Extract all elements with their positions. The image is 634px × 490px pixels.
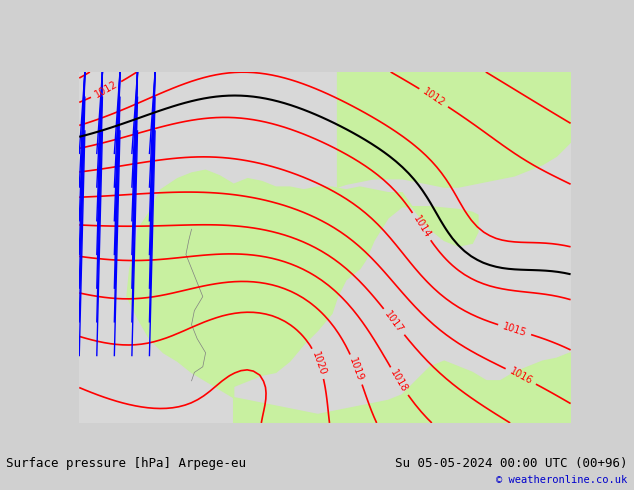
Text: Surface pressure [hPa] Arpege-eu: Surface pressure [hPa] Arpege-eu [6,457,247,469]
Text: 1015: 1015 [501,321,528,338]
Text: 1016: 1016 [508,366,534,387]
Text: 1017: 1017 [383,309,405,335]
Polygon shape [337,72,571,187]
Text: 1018: 1018 [389,368,410,394]
Text: Su 05-05-2024 00:00 UTC (00+96): Su 05-05-2024 00:00 UTC (00+96) [395,457,628,469]
Text: © weatheronline.co.uk: © weatheronline.co.uk [496,475,628,485]
Polygon shape [127,170,478,398]
Text: 1020: 1020 [310,350,328,377]
Text: 1014: 1014 [411,214,432,240]
Text: 1019: 1019 [347,356,365,383]
Text: 1012: 1012 [93,79,119,100]
Text: 1012: 1012 [421,87,447,109]
Polygon shape [234,353,571,423]
